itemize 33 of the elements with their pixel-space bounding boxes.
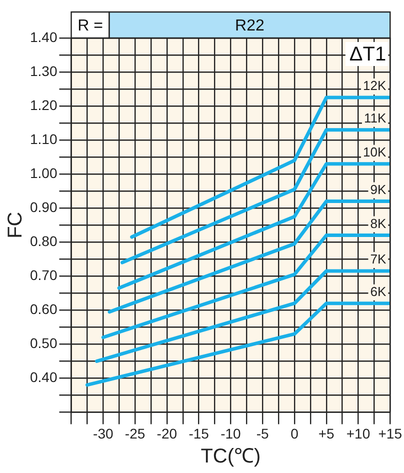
x-tick-label: -15: [188, 425, 210, 442]
y-tick-label: 0.50: [30, 335, 58, 352]
x-tick-label: -30: [93, 425, 114, 442]
x-axis-title: TC(℃): [200, 446, 261, 468]
x-tick-label: +15: [378, 425, 402, 442]
series-label: 9K: [370, 182, 386, 197]
y-axis-title: FC: [4, 212, 27, 238]
x-tick-label: -25: [124, 425, 146, 442]
x-tick-label: -5: [256, 425, 270, 442]
series-label: 6K: [370, 284, 386, 299]
y-tick-label: 1.00: [30, 164, 58, 181]
y-tick-label: 1.10: [30, 130, 58, 147]
y-tick-label: 0.40: [30, 369, 58, 386]
series-label: 11K: [364, 110, 386, 126]
x-tick-label: +10: [346, 425, 370, 442]
series-label: 12K: [362, 78, 386, 94]
y-tick-label: 0.90: [30, 198, 58, 215]
y-tick-label: 1.20: [30, 96, 58, 113]
chart-title: R =: [78, 17, 103, 34]
x-tick-label: -20: [156, 425, 178, 442]
legend-title: ΔT1: [349, 44, 386, 66]
y-tick-label: 0.60: [30, 301, 58, 318]
y-tick-label: 0.70: [30, 266, 58, 283]
y-tick-label: 1.40: [30, 28, 58, 45]
y-tick-label: 1.30: [30, 62, 58, 79]
series-label: 7K: [370, 252, 386, 267]
series-label: 8K: [370, 216, 386, 231]
series-label: 10K: [362, 144, 386, 160]
x-tick-label: 0: [290, 425, 299, 442]
x-tick-label: -10: [220, 425, 242, 442]
chart-subtitle: R22: [235, 17, 264, 34]
x-tick-label: +5: [318, 425, 335, 442]
y-tick-label: 0.80: [30, 232, 58, 249]
